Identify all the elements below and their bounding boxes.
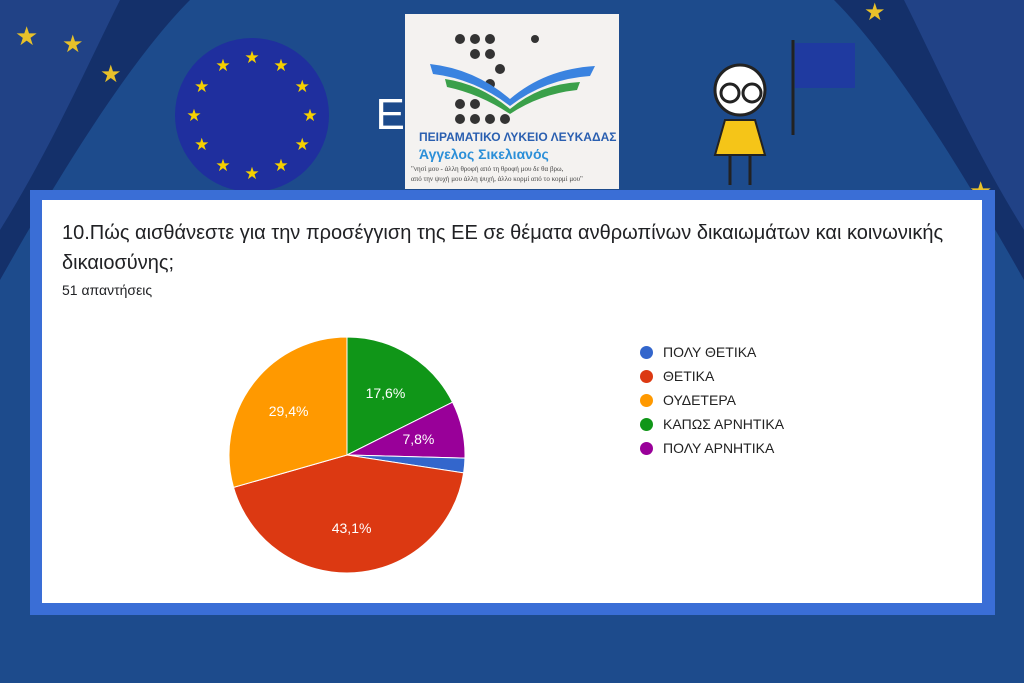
eu-star-icon: ★ [273,156,288,175]
eu-star-icon: ★ [194,135,209,154]
quote-line: "νησί μου - άλλη θροφή από τη θροφή μου … [411,165,564,173]
legend-item[interactable]: ΘΕΤΙΚΑ [640,364,784,388]
school-subtitle: Άγγελος Σικελιανός [419,146,549,162]
slice-label: 17,6% [366,385,406,401]
eu-star-icon: ★ [302,106,317,125]
school-logo: ΠΕΙΡΑΜΑΤΙΚΟ ΛΥΚΕΙΟ ΛΕΥΚΑΔΑΣ Άγγελος Σικε… [405,14,619,189]
eu-star-icon: ★ [215,156,230,175]
legend-dot-icon [640,345,653,359]
girl-with-eu-flag-illustration [713,40,855,185]
slice-label: 29,4% [269,403,309,419]
pie-slice[interactable] [232,454,465,574]
legend-dot-icon [640,393,653,407]
eu-star-icon: ★ [295,77,310,96]
eu-star-icon: ★ [273,56,288,75]
legend-dot-icon [640,417,653,431]
eu-star-icon: ★ [244,164,259,183]
svg-text:★: ★ [62,31,84,58]
legend-dot-icon [640,441,653,455]
pie-slice[interactable] [228,336,348,489]
eu-logo: ★★★★★★★★★★★★ EU [175,38,437,192]
curtain-left: ★ ★ ★ [0,0,190,280]
slice-label: 43,1% [332,520,372,536]
legend-label: ΟΥΔΕΤΕΡΑ [663,392,736,408]
eu-star-icon: ★ [295,135,310,154]
legend-item[interactable]: ΚΑΠΩΣ ΑΡΝΗΤΙΚΑ [640,412,784,436]
school-quote: "νησί μου - άλλη θροφή από τη θροφή μου … [411,164,583,184]
eu-star-icon: ★ [215,56,230,75]
svg-text:★: ★ [15,21,38,51]
slice-label: 7,8% [402,431,434,447]
eu-star-icon: ★ [194,77,209,96]
legend-label: ΚΑΠΩΣ ΑΡΝΗΤΙΚΑ [663,416,785,432]
pie-chart: 17,6% 7,8% 43,1% 29,4% [228,336,466,574]
eu-star-icon: ★ [244,48,259,67]
quote-line: από την ψυχή μου άλλη ψυχή, άλλο κορμί α… [411,175,583,183]
svg-text:★: ★ [864,0,886,26]
chart-title: 10.Πώς αισθάνεστε για την προσέγγιση της… [62,222,944,274]
school-emblem [430,34,595,124]
legend-label: ΠΟΛΥ ΘΕΤΙΚΑ [663,344,757,360]
legend: ΠΟΛΥ ΘΕΤΙΚΑ ΘΕΤΙΚΑ ΟΥΔΕΤΕΡΑ ΚΑΠΩΣ ΑΡΝΗΤΙΚΑ Π… [640,340,784,460]
response-count: 51 απαντήσεις [62,282,153,298]
legend-item[interactable]: ΠΟΛΥ ΘΕΤΙΚΑ [640,340,784,364]
eu-star-icon: ★ [186,106,201,125]
chart-card: 10.Πώς αισθάνεστε για την προσέγγιση της… [30,190,995,615]
legend-item[interactable]: ΠΟΛΥ ΑΡΝΗΤΙΚΑ [640,436,784,460]
svg-text:★: ★ [100,61,122,88]
pie-slice[interactable] [346,336,454,456]
school-name: ΠΕΙΡΑΜΑΤΙΚΟ ΛΥΚΕΙΟ ΛΕΥΚΑΔΑΣ [419,130,617,144]
legend-item[interactable]: ΟΥΔΕΤΕΡΑ [640,388,784,412]
legend-label: ΠΟΛΥ ΑΡΝΗΤΙΚΑ [663,440,775,456]
legend-dot-icon [640,369,653,383]
eu-stars: ★ ★ ★ ★ ★ ★ ★ ★ ★ ★ ★ ★ [186,48,317,183]
legend-label: ΘΕΤΙΚΑ [663,368,715,384]
